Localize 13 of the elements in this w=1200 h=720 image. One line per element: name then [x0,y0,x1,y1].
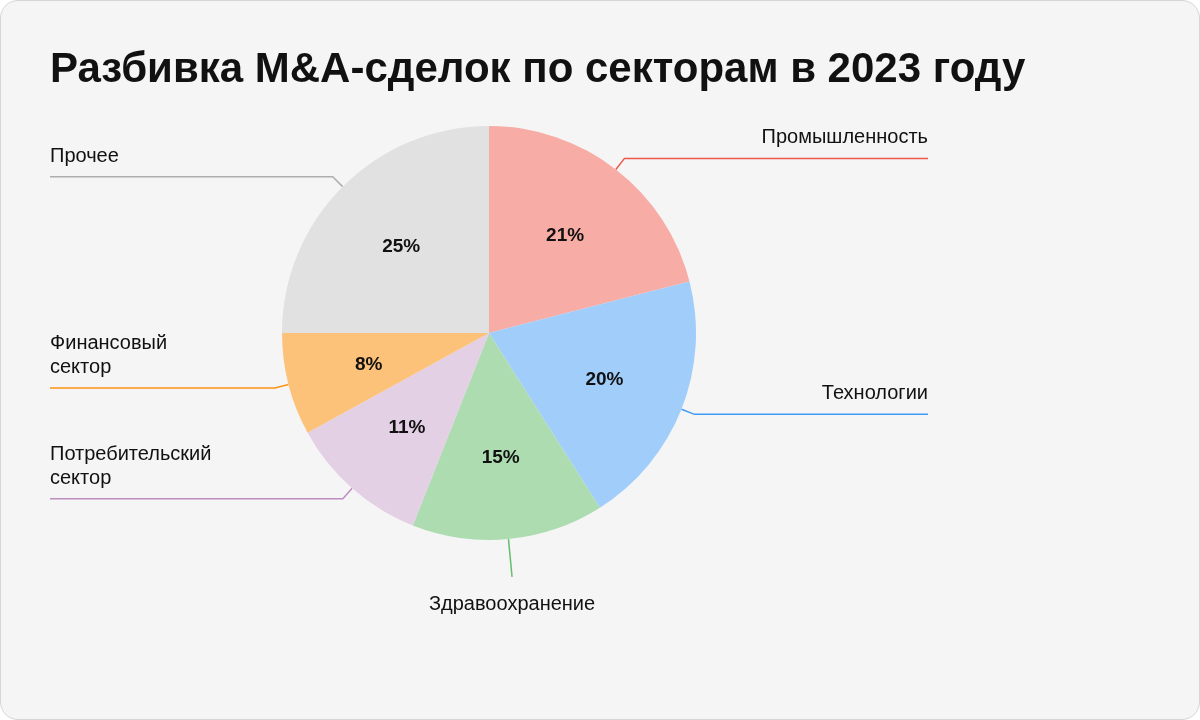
data-label: 15% [481,446,520,468]
data-label: 21% [546,224,585,246]
data-label: 25% [382,234,421,256]
slice-label: Прочее [50,143,119,166]
data-label: 8% [354,353,383,375]
chart-title: Разбивка M&A-сделок по секторам в 2023 году [50,43,1026,91]
slice-label: Финансовый сектор [50,330,168,377]
slice-label: Промышленность [761,125,928,148]
slice-label: Технологии [821,381,928,404]
data-label: 11% [388,415,426,437]
data-label: 20% [585,368,624,390]
slice-label: Потребительский сектор [50,441,212,488]
slice-label: Здравоохранение [428,591,596,614]
